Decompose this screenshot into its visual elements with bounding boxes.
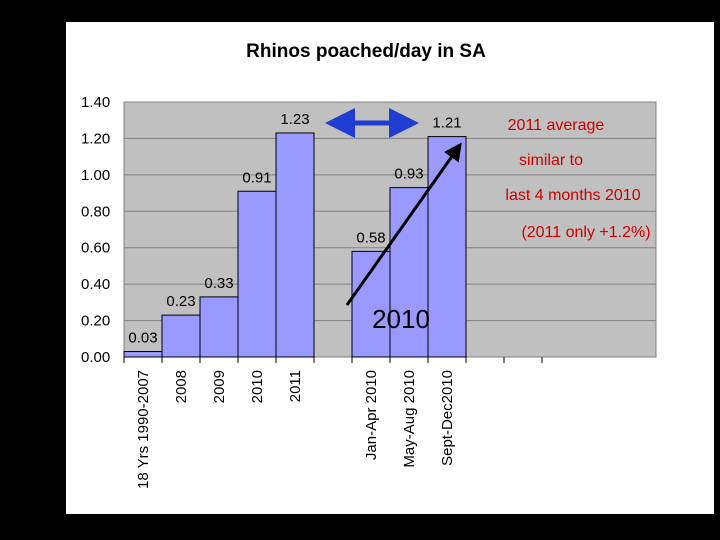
y-tick-label: 0.60 (81, 240, 110, 257)
annotation-arrows (325, 108, 462, 306)
bar (389, 187, 429, 358)
y-axis-ticks: 0.00 0.20 0.40 0.60 0.80 1.00 1.20 1.40 (81, 94, 110, 366)
note-line: (2011 only +1.2%) (521, 224, 650, 241)
data-label: 0.91 (242, 169, 271, 186)
note-line: similar to (519, 152, 583, 169)
data-label: 1.21 (432, 115, 461, 132)
x-tick-label: 2008 (173, 370, 190, 403)
bar (199, 296, 239, 358)
note-line: 2011 average (508, 117, 605, 134)
x-tick-label: 2011 (287, 370, 304, 402)
year-annotation: 2010 (372, 304, 430, 334)
data-labels: 0.03 0.23 0.33 0.91 1.23 0.58 0.93 1.21 (128, 111, 461, 347)
data-label: 0.33 (204, 275, 233, 292)
bars (123, 132, 467, 358)
y-tick-label: 0.00 (81, 349, 110, 366)
annotation-note: 2011 average similar to last 4 months 2010… (505, 117, 650, 241)
y-tick-label: 1.20 (81, 130, 110, 147)
y-tick-label: 1.40 (81, 94, 110, 111)
chart: Rhinos poached/day in SA 0.00 0.20 0.40 0.6… (81, 41, 657, 489)
data-label: 1.23 (280, 111, 309, 128)
x-axis-ticks: 18 Yrs 1990-2007 2008 2009 2010 2011 Jan-Apr … (123, 357, 543, 489)
y-tick-label: 0.80 (81, 203, 110, 220)
chart-title: Rhinos poached/day in SA (246, 41, 486, 62)
bar (237, 190, 277, 358)
x-tick-label: 2010 (249, 370, 266, 403)
data-label: 0.23 (166, 293, 195, 310)
bar (123, 351, 163, 358)
note-line: last 4 months 2010 (505, 187, 640, 204)
data-label: 0.93 (394, 166, 423, 183)
x-tick-label: 18 Yrs 1990-2007 (135, 370, 152, 489)
bar (427, 136, 467, 358)
bar (275, 132, 315, 358)
x-tick-label: Jan-Apr 2010 (363, 370, 380, 460)
y-tick-label: 0.20 (81, 313, 110, 330)
y-tick-label: 1.00 (81, 167, 110, 184)
slide: Rhinos poached/day in SA 0.00 0.20 0.40 0.6… (66, 22, 714, 514)
x-tick-label: Sept-Dec2010 (439, 370, 456, 466)
x-tick-label: 2009 (211, 370, 228, 403)
data-label: 0.03 (128, 330, 157, 347)
data-label: 0.58 (356, 229, 385, 246)
trend-arrow (345, 142, 462, 306)
y-tick-label: 0.40 (81, 276, 110, 293)
x-tick-label: May-Aug 2010 (401, 370, 418, 468)
bar (161, 314, 201, 358)
